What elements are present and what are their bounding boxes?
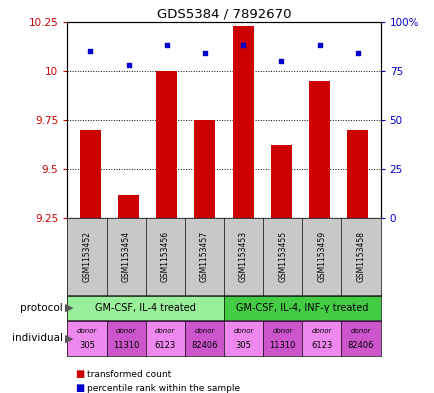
Text: donor: donor — [155, 329, 175, 334]
Text: 11310: 11310 — [113, 342, 139, 351]
Point — [163, 42, 170, 48]
Point — [201, 50, 208, 56]
Text: GSM1153459: GSM1153459 — [317, 231, 326, 282]
Text: donor: donor — [116, 329, 136, 334]
Text: GSM1153457: GSM1153457 — [200, 231, 208, 282]
Point — [239, 42, 246, 48]
Point — [316, 42, 322, 48]
Text: GM-CSF, IL-4, INF-γ treated: GM-CSF, IL-4, INF-γ treated — [236, 303, 368, 313]
Text: percentile rank within the sample: percentile rank within the sample — [87, 384, 240, 393]
Point — [125, 62, 132, 68]
Bar — [308, 81, 329, 218]
Text: donor: donor — [272, 329, 292, 334]
Bar — [118, 195, 139, 218]
Text: ▶: ▶ — [65, 303, 74, 313]
Text: individual: individual — [12, 333, 63, 343]
Point — [277, 58, 284, 64]
Text: 6123: 6123 — [155, 342, 175, 351]
Text: GSM1153452: GSM1153452 — [82, 231, 91, 282]
Text: ■: ■ — [75, 383, 84, 393]
Text: GM-CSF, IL-4 treated: GM-CSF, IL-4 treated — [95, 303, 196, 313]
Text: transformed count: transformed count — [87, 370, 171, 378]
Text: GSM1153458: GSM1153458 — [356, 231, 365, 282]
Text: ▶: ▶ — [65, 333, 74, 343]
Bar — [194, 120, 215, 218]
Text: 305: 305 — [79, 342, 95, 351]
Text: donor: donor — [194, 329, 214, 334]
Text: GSM1153453: GSM1153453 — [239, 231, 247, 282]
Text: GSM1153455: GSM1153455 — [278, 231, 286, 282]
Point — [353, 50, 360, 56]
Text: 82406: 82406 — [191, 342, 217, 351]
Text: ■: ■ — [75, 369, 84, 379]
Text: protocol: protocol — [20, 303, 63, 313]
Bar — [270, 145, 291, 218]
Text: donor: donor — [77, 329, 97, 334]
Text: donor: donor — [350, 329, 370, 334]
Point — [87, 48, 94, 54]
Bar — [156, 71, 177, 218]
Text: 6123: 6123 — [311, 342, 332, 351]
Bar — [80, 130, 101, 218]
Bar — [346, 130, 367, 218]
Text: 11310: 11310 — [269, 342, 295, 351]
Bar — [232, 26, 253, 218]
Text: GSM1153454: GSM1153454 — [122, 231, 130, 282]
Text: 305: 305 — [235, 342, 251, 351]
Title: GDS5384 / 7892670: GDS5384 / 7892670 — [156, 7, 291, 20]
Text: donor: donor — [311, 329, 331, 334]
Text: GSM1153456: GSM1153456 — [161, 231, 169, 282]
Text: donor: donor — [233, 329, 253, 334]
Text: 82406: 82406 — [347, 342, 373, 351]
